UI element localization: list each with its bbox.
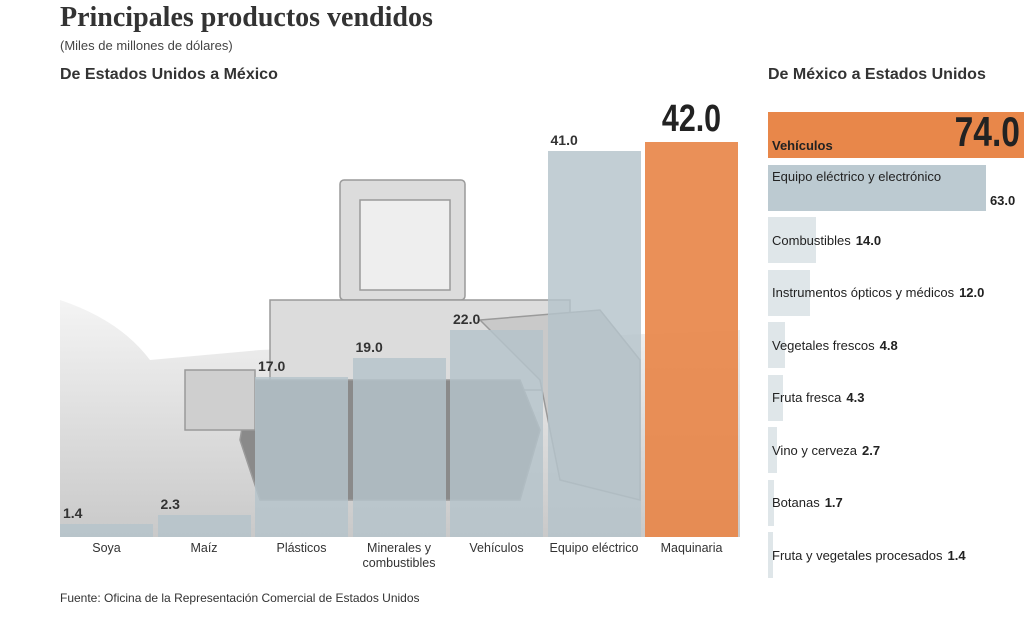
value-label: 2.7 (862, 442, 881, 458)
value-label: 63.0 (989, 192, 1016, 208)
source-note: Fuente: Oficina de la Representación Com… (60, 591, 420, 605)
bar (352, 358, 446, 537)
category-label: Instrumentos ópticos y médicos (772, 285, 955, 300)
category-label: Plásticos (276, 541, 327, 555)
category-row: Combustibles 14.0 (772, 217, 1024, 263)
bar (768, 164, 986, 211)
value-label: 22.0 (453, 311, 481, 328)
category-row: Instrumentos ópticos y médicos 12.0 (772, 270, 1024, 316)
bar (768, 322, 785, 368)
value-label: 4.3 (846, 390, 865, 405)
bar (768, 112, 1024, 158)
category-label: Equipo eléctrico y electrónico (772, 168, 942, 184)
bar (255, 377, 348, 537)
page-title: Principales productos vendidos (60, 2, 433, 33)
category-label: Botanas (772, 495, 820, 510)
bar (60, 523, 153, 537)
value-label: 1.4 (63, 504, 83, 521)
bar (768, 427, 778, 473)
category-row: Vegetales frescos 4.8 (772, 322, 1024, 368)
value-label: 74.0 (954, 108, 1020, 155)
bar (768, 479, 774, 526)
category-label: Vegetales frescos (772, 337, 875, 353)
category-row: Botanas 1.7 (772, 480, 1024, 526)
category-label: Maquinaria (660, 541, 723, 555)
bar (768, 269, 810, 316)
value-label: 17.0 (258, 358, 286, 375)
category-label: Vehículos (469, 541, 524, 555)
category-row: Fruta fresca 4.3 (772, 375, 1024, 421)
category-label: Vehículos (772, 138, 833, 153)
value-label: 12.0 (959, 285, 985, 300)
category-label: Combustibles (772, 232, 851, 248)
value-label: 41.0 (550, 132, 578, 149)
category-label: Minerales y combustibles (362, 541, 436, 570)
value-label: 1.4 (947, 547, 966, 563)
chart-title: De México a Estados Unidos (768, 66, 986, 83)
bar (768, 532, 773, 578)
category-label: Soya (92, 541, 121, 555)
bar (645, 142, 738, 537)
bar (157, 515, 251, 537)
bar (450, 330, 543, 537)
chart-title: De Estados Unidos a México (60, 66, 278, 83)
bar (768, 217, 817, 263)
category-row: Fruta y vegetales procesados 1.4 (772, 532, 1024, 578)
value-label: 1.7 (824, 495, 843, 510)
bar (768, 374, 783, 421)
category-label: Equipo eléctrico (549, 541, 639, 555)
value-label: 42.0 (661, 98, 722, 140)
value-label: 14.0 (855, 232, 882, 248)
value-label: 4.8 (879, 337, 898, 353)
value-label: 19.0 (355, 339, 383, 356)
category-row: Vino y cerveza 2.7 (772, 427, 1024, 473)
category-label: Vino y cerveza (772, 442, 858, 458)
page-subtitle: (Miles de millones de dólares) (60, 38, 233, 53)
category-label: Fruta y vegetales procesados (772, 547, 943, 563)
bar (547, 151, 641, 537)
category-label: Maíz (190, 541, 218, 555)
category-label: Fruta fresca (772, 390, 842, 405)
value-label: 2.3 (160, 496, 180, 513)
